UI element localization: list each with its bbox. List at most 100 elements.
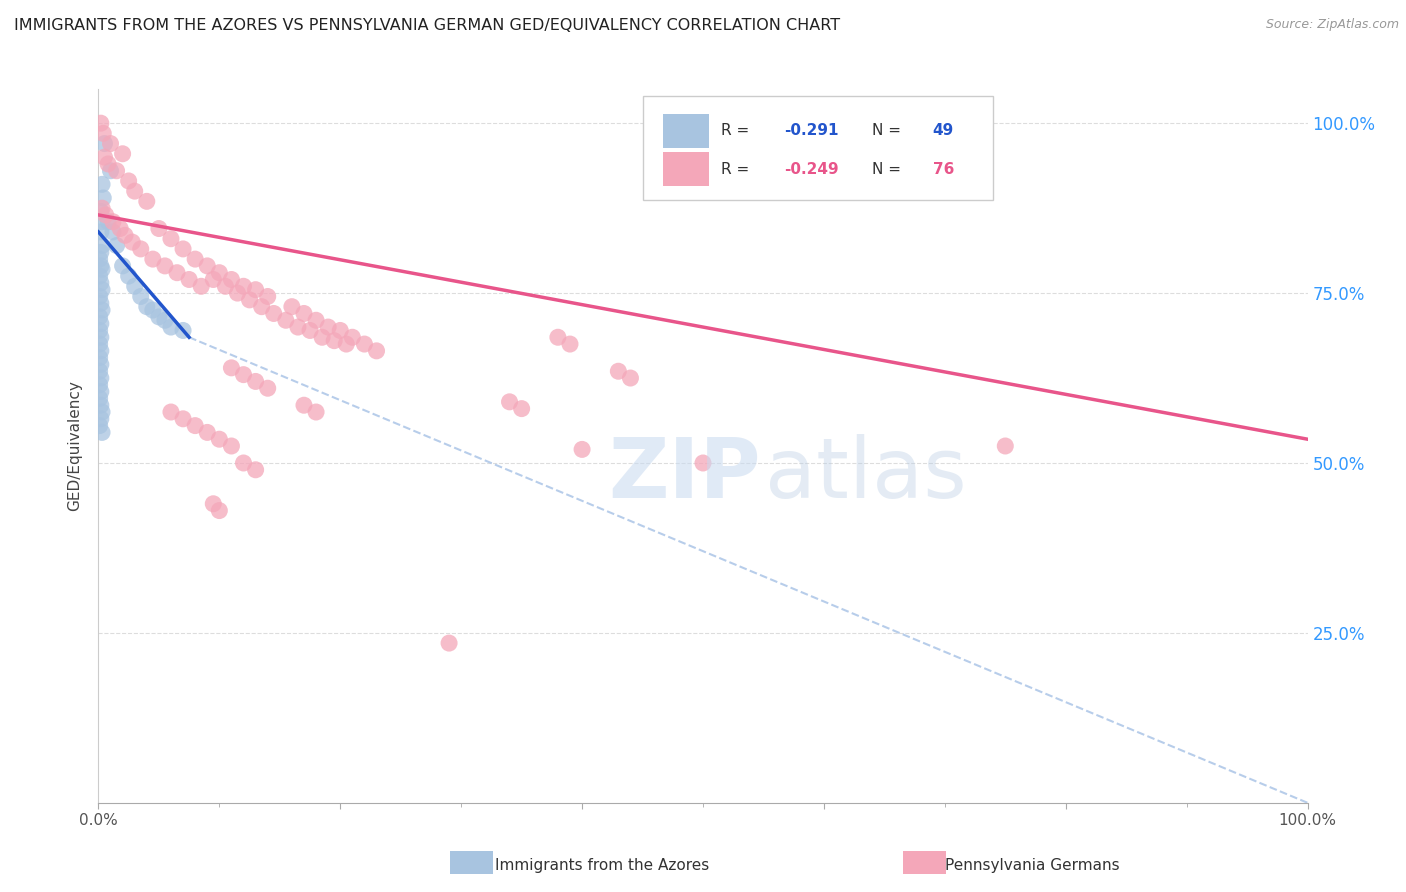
Point [692,456,714,470]
Point [335,337,357,351]
Point [101,215,124,229]
Point [571,442,593,457]
Point [135,194,157,209]
Point [89,377,111,392]
Point [221,439,243,453]
Text: -0.249: -0.249 [785,161,838,177]
Point [510,401,533,416]
Point [91,201,114,215]
Point [148,221,170,235]
Point [105,238,128,252]
Point [256,381,278,395]
Point [607,364,630,378]
Point [323,334,346,348]
Point [619,371,641,385]
Point [281,300,304,314]
Point [90,225,112,239]
Point [232,456,254,470]
Y-axis label: GED/Equivalency: GED/Equivalency [67,381,83,511]
Point [239,293,262,307]
Text: ZIP: ZIP [609,434,761,515]
Point [111,259,134,273]
Point [94,208,117,222]
Point [90,317,112,331]
Point [124,184,146,198]
Text: N =: N = [872,161,905,177]
Point [90,204,112,219]
Point [135,300,157,314]
Point [311,330,333,344]
Point [287,320,309,334]
Point [89,252,111,266]
Point [90,296,112,310]
Point [89,418,111,433]
Point [90,330,112,344]
Point [97,157,120,171]
Text: Immigrants from the Azores: Immigrants from the Azores [495,858,709,872]
Point [214,279,236,293]
Point [89,323,111,337]
Point [97,215,120,229]
Point [91,127,114,141]
Point [208,266,231,280]
Point [221,360,243,375]
Point [89,337,111,351]
Point [89,310,111,324]
Text: IMMIGRANTS FROM THE AZORES VS PENNSYLVANIA GERMAN GED/EQUIVALENCY CORRELATION CH: IMMIGRANTS FROM THE AZORES VS PENNSYLVAN… [14,18,841,33]
Point [166,266,188,280]
Point [153,259,176,273]
Point [105,163,128,178]
Bar [664,113,709,148]
Point [299,323,322,337]
Point [90,276,112,290]
Point [184,418,207,433]
Point [93,150,115,164]
Point [129,289,152,303]
Point [90,358,112,372]
Point [256,289,278,303]
Point [232,279,254,293]
Text: N =: N = [872,123,905,138]
Point [118,174,141,188]
Point [121,235,143,249]
Point [89,289,111,303]
Point [91,191,114,205]
Point [498,394,520,409]
Point [366,343,388,358]
Point [89,269,111,284]
Point [118,269,141,284]
Point [90,371,112,385]
Point [90,343,112,358]
Text: R =: R = [721,123,754,138]
Point [91,303,114,318]
Point [90,412,112,426]
Point [172,412,194,426]
Point [91,425,114,440]
Point [172,242,194,256]
Point [91,405,114,419]
Point [91,215,114,229]
Point [101,225,124,239]
Point [208,432,231,446]
Bar [664,153,709,186]
Point [221,272,243,286]
Point [160,232,183,246]
Point [148,310,170,324]
Point [547,330,569,344]
Point [342,330,364,344]
Text: Source: ZipAtlas.com: Source: ZipAtlas.com [1265,18,1399,31]
Point [160,320,183,334]
Point [195,425,218,440]
Point [179,272,201,286]
Point [89,392,111,406]
Point [292,306,315,320]
Point [232,368,254,382]
Point [93,136,115,151]
Point [91,178,114,192]
Point [100,163,122,178]
Point [100,136,122,151]
Point [245,463,267,477]
Point [91,262,114,277]
Point [111,146,134,161]
Point [89,364,111,378]
